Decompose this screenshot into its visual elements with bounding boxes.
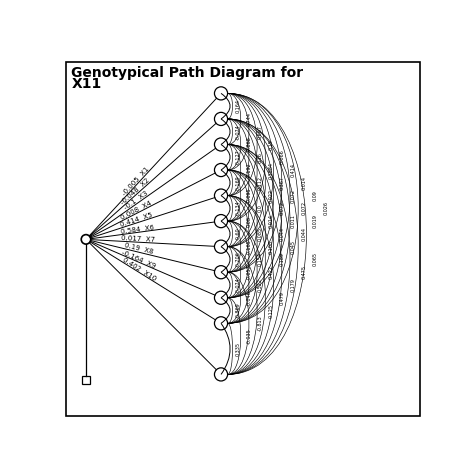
Text: 0.479: 0.479 [279, 291, 284, 305]
Text: 0.125: 0.125 [268, 303, 273, 318]
Text: 0.422: 0.422 [268, 265, 273, 279]
Text: -0.095: -0.095 [246, 188, 252, 203]
Text: 0.414: 0.414 [291, 163, 295, 177]
Text: 0.335: 0.335 [236, 342, 241, 356]
Text: 0.367: 0.367 [279, 176, 284, 190]
Text: -0.164  X9: -0.164 X9 [121, 249, 157, 269]
Text: 0.044: 0.044 [279, 227, 284, 241]
Text: 0.475: 0.475 [301, 265, 306, 279]
Text: -0.169: -0.169 [236, 175, 241, 191]
Text: 0.0: 0.0 [257, 204, 263, 212]
Text: 0.072: 0.072 [279, 201, 284, 215]
Text: 0.08: 0.08 [246, 216, 252, 227]
Text: -0.192: -0.192 [246, 162, 252, 178]
Text: 0.072: 0.072 [301, 201, 306, 215]
Text: -0.813: -0.813 [257, 315, 263, 331]
Text: 0.402  X10: 0.402 X10 [121, 256, 157, 282]
Text: 0.108: 0.108 [268, 240, 273, 254]
Text: -0.165: -0.165 [246, 239, 252, 255]
Text: -0.048  X2: -0.048 X2 [120, 177, 151, 205]
Text: 0.085: 0.085 [257, 227, 263, 241]
Text: -0.134: -0.134 [236, 201, 241, 216]
Text: 0.154: 0.154 [257, 253, 263, 266]
Text: 0.522: 0.522 [257, 278, 263, 292]
Text: 0.045: 0.045 [291, 240, 295, 254]
Text: 0.022: 0.022 [268, 189, 273, 202]
Text: 0.15: 0.15 [268, 139, 273, 150]
Text: 0.026: 0.026 [323, 201, 328, 215]
Text: 0.744: 0.744 [246, 112, 252, 126]
Text: -0.127: -0.127 [236, 149, 241, 165]
Text: X11: X11 [72, 77, 101, 91]
Text: -0.074: -0.074 [236, 277, 241, 293]
Text: -0.035: -0.035 [246, 328, 252, 344]
Text: 0.019: 0.019 [312, 214, 317, 228]
Text: 0.09: 0.09 [312, 190, 317, 201]
Text: 0.011: 0.011 [291, 214, 295, 228]
Text: -0.066: -0.066 [279, 149, 284, 165]
Text: 0.189: 0.189 [279, 253, 284, 266]
Text: -0.005  X1: -0.005 X1 [121, 166, 150, 197]
Text: 0.014: 0.014 [268, 214, 273, 228]
Text: Genotypical Path Diagram for: Genotypical Path Diagram for [72, 66, 303, 80]
Text: -0.074: -0.074 [236, 124, 241, 139]
Text: 0.584  X6: 0.584 X6 [120, 224, 155, 235]
Text: -0.053: -0.053 [246, 264, 252, 280]
Text: 0.179: 0.179 [291, 278, 295, 292]
Text: 0.065: 0.065 [312, 253, 317, 266]
Text: -0.046: -0.046 [246, 290, 252, 306]
Text: 0.112: 0.112 [257, 176, 263, 190]
Text: -0.60: -0.60 [236, 228, 241, 240]
Text: 0.072: 0.072 [291, 189, 295, 202]
Text: 0.19  X8: 0.19 X8 [123, 243, 154, 255]
Text: -0.868: -0.868 [246, 137, 252, 152]
Text: 0.164: 0.164 [236, 99, 241, 113]
Text: 0.017  X7: 0.017 X7 [121, 235, 155, 243]
Text: 0.014: 0.014 [301, 176, 306, 190]
Text: -0.869: -0.869 [236, 303, 241, 319]
Text: 0.667: 0.667 [257, 125, 263, 139]
Text: 0.044: 0.044 [301, 227, 306, 241]
Text: 0.414  X5: 0.414 X5 [120, 212, 154, 228]
Text: -0.1  X3: -0.1 X3 [123, 190, 149, 211]
Text: 0.16: 0.16 [257, 152, 263, 163]
Text: -0.706: -0.706 [236, 252, 241, 267]
Text: 0.008  X4: 0.008 X4 [120, 200, 153, 220]
Bar [82, 376, 90, 383]
Text: 0.1984: 0.1984 [268, 162, 273, 179]
